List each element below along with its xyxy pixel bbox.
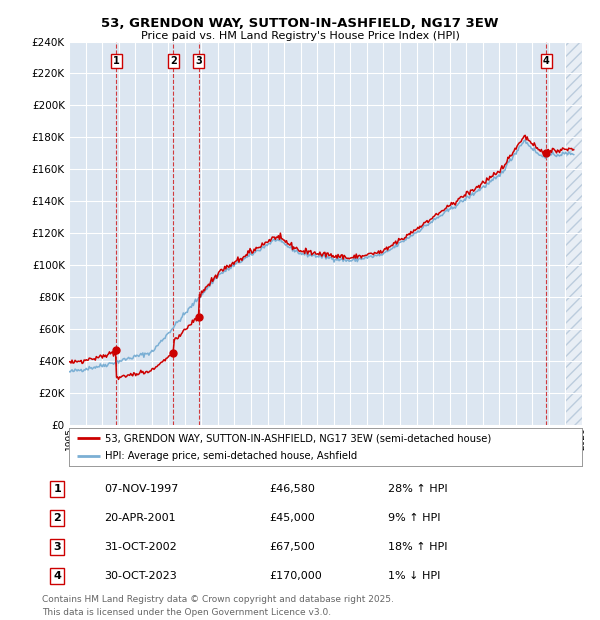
Text: Price paid vs. HM Land Registry's House Price Index (HPI): Price paid vs. HM Land Registry's House … xyxy=(140,31,460,41)
Text: 20-APR-2001: 20-APR-2001 xyxy=(104,513,176,523)
Text: 3: 3 xyxy=(53,542,61,552)
Text: 1: 1 xyxy=(53,484,61,494)
Text: 53, GRENDON WAY, SUTTON-IN-ASHFIELD, NG17 3EW (semi-detached house): 53, GRENDON WAY, SUTTON-IN-ASHFIELD, NG1… xyxy=(105,433,491,443)
Text: 31-OCT-2002: 31-OCT-2002 xyxy=(104,542,177,552)
Text: 2: 2 xyxy=(170,56,176,66)
Text: 53, GRENDON WAY, SUTTON-IN-ASHFIELD, NG17 3EW: 53, GRENDON WAY, SUTTON-IN-ASHFIELD, NG1… xyxy=(101,17,499,30)
Text: £67,500: £67,500 xyxy=(269,542,314,552)
Text: 1% ↓ HPI: 1% ↓ HPI xyxy=(388,571,440,581)
Text: 30-OCT-2023: 30-OCT-2023 xyxy=(104,571,177,581)
Text: 4: 4 xyxy=(543,56,550,66)
Text: HPI: Average price, semi-detached house, Ashfield: HPI: Average price, semi-detached house,… xyxy=(105,451,357,461)
Text: 9% ↑ HPI: 9% ↑ HPI xyxy=(388,513,440,523)
Text: £45,000: £45,000 xyxy=(269,513,314,523)
Text: 28% ↑ HPI: 28% ↑ HPI xyxy=(388,484,447,494)
Text: 1: 1 xyxy=(113,56,120,66)
Text: 4: 4 xyxy=(53,571,61,581)
Text: £46,580: £46,580 xyxy=(269,484,314,494)
Text: 2: 2 xyxy=(53,513,61,523)
Text: 18% ↑ HPI: 18% ↑ HPI xyxy=(388,542,447,552)
Bar xyxy=(565,42,582,425)
Text: £170,000: £170,000 xyxy=(269,571,322,581)
Text: 07-NOV-1997: 07-NOV-1997 xyxy=(104,484,178,494)
Text: 3: 3 xyxy=(195,56,202,66)
Text: Contains HM Land Registry data © Crown copyright and database right 2025.
This d: Contains HM Land Registry data © Crown c… xyxy=(42,595,394,617)
Bar xyxy=(565,42,582,425)
